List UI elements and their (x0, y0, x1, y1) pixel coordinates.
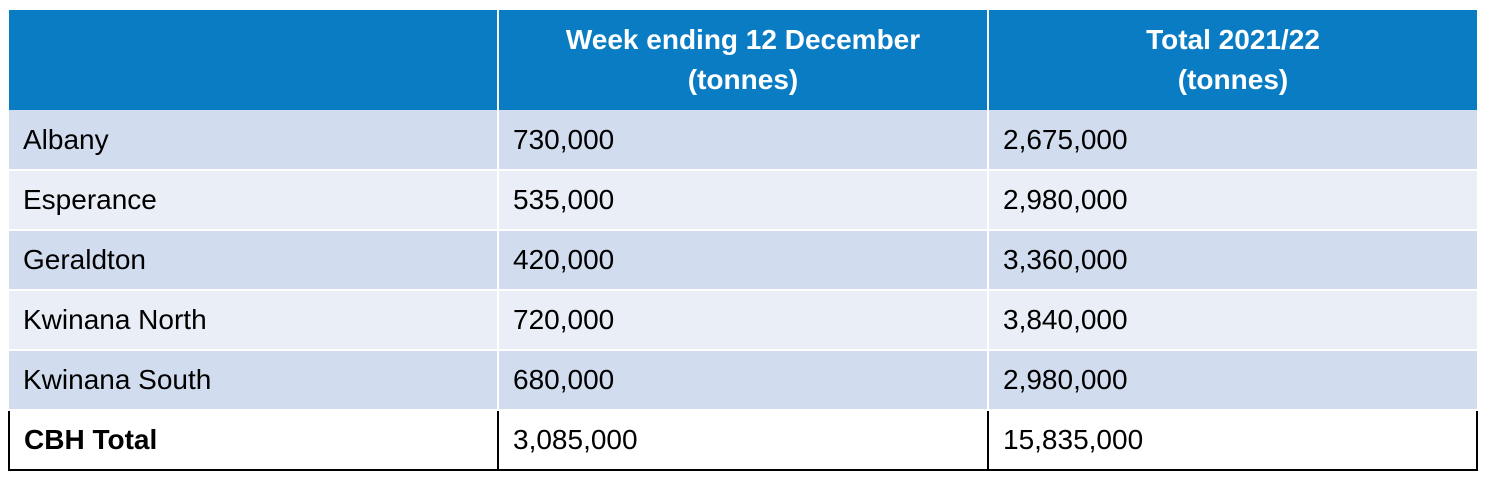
port-cell: Esperance (9, 170, 499, 231)
header-week-ending-title: Week ending 12 December (565, 24, 921, 55)
port-cell: Kwinana North (9, 290, 499, 351)
table-row: Kwinana South 680,000 2,980,000 (9, 350, 1477, 411)
week-cell: 730,000 (498, 110, 989, 171)
grain-shipping-table-container: Week ending 12 December (tonnes) Total 2… (8, 10, 1478, 471)
header-week-ending-unit: (tonnes) (687, 64, 799, 95)
total-cell: 2,675,000 (988, 110, 1477, 171)
port-cell: Geraldton (9, 230, 499, 291)
header-row: Week ending 12 December (tonnes) Total 2… (9, 10, 1477, 110)
total-label-cell: CBH Total (8, 409, 499, 471)
week-cell: 720,000 (498, 290, 989, 351)
table-row: Kwinana North 720,000 3,840,000 (9, 290, 1477, 351)
total-cell: 3,840,000 (988, 290, 1477, 351)
grain-shipping-table: Week ending 12 December (tonnes) Total 2… (8, 10, 1478, 471)
header-week-ending: Week ending 12 December (tonnes) (498, 10, 989, 110)
total-week-cell: 3,085,000 (497, 409, 989, 471)
total-total-cell: 15,835,000 (987, 409, 1478, 471)
total-row: CBH Total 3,085,000 15,835,000 (8, 409, 1478, 471)
table-row: Esperance 535,000 2,980,000 (9, 170, 1477, 231)
port-cell: Kwinana South (9, 350, 499, 411)
week-cell: 680,000 (498, 350, 989, 411)
header-total-unit: (tonnes) (1177, 64, 1289, 95)
header-port (9, 10, 499, 110)
total-cell: 2,980,000 (988, 350, 1477, 411)
header-total-title: Total 2021/22 (1146, 24, 1320, 55)
total-cell: 2,980,000 (988, 170, 1477, 231)
port-cell: Albany (9, 110, 499, 171)
week-cell: 420,000 (498, 230, 989, 291)
header-total: Total 2021/22 (tonnes) (988, 10, 1477, 110)
total-cell: 3,360,000 (988, 230, 1477, 291)
week-cell: 535,000 (498, 170, 989, 231)
table-row: Albany 730,000 2,675,000 (9, 110, 1477, 171)
table-row: Geraldton 420,000 3,360,000 (9, 230, 1477, 291)
